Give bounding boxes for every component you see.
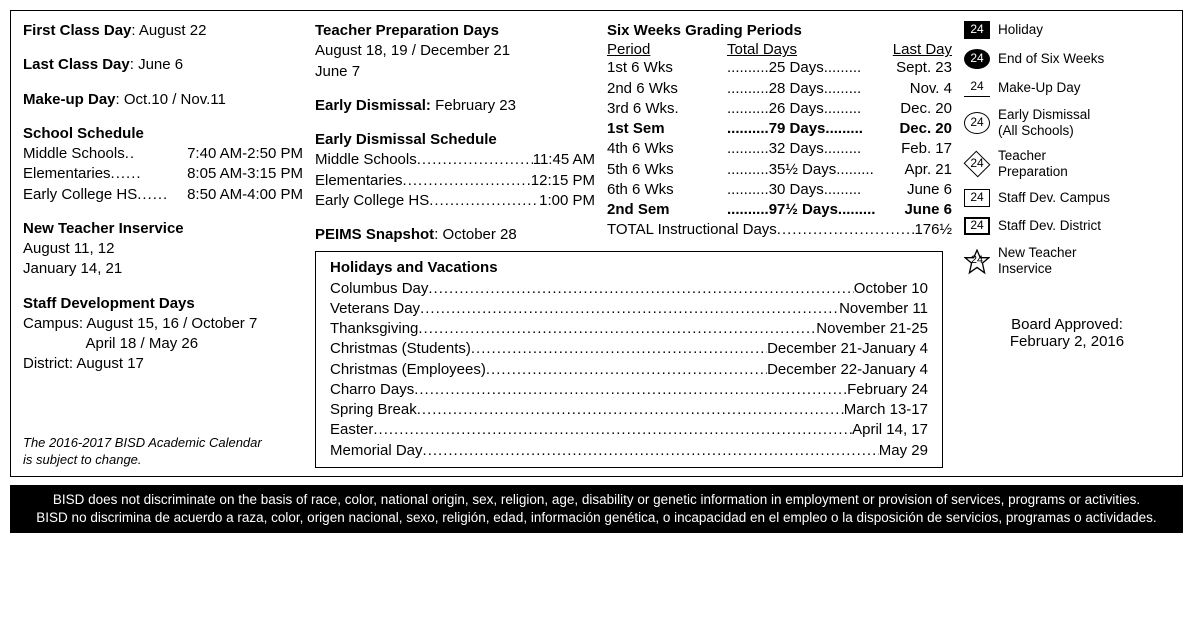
- staff-dev-title: Staff Development Days: [23, 294, 303, 314]
- holiday-row: Charro Days.............................…: [330, 380, 928, 400]
- prep-title: Teacher Preparation Days: [315, 21, 595, 41]
- legend-item: 24 Staff Dev. District: [964, 217, 1170, 235]
- new-teacher-line: August 11, 12: [23, 239, 303, 259]
- legend-item: 24 Early Dismissal(All Schools): [964, 107, 1170, 138]
- grading-title: Six Weeks Grading Periods: [607, 21, 952, 41]
- legend-label: Staff Dev. District: [998, 218, 1101, 234]
- grading-row: 2nd 6 Wks..........28 Days ......... Nov…: [607, 79, 952, 99]
- schedule-row-el: Elementaries......8:05 AM-3:15 PM: [23, 164, 303, 184]
- new-teacher-title: New Teacher Inservice: [23, 219, 303, 239]
- disclaimer-bar: BISD does not discriminate on the basis …: [10, 485, 1183, 533]
- last-class-label: Last Class Day: [23, 56, 130, 73]
- holiday-row: Thanksgiving............................…: [330, 319, 928, 339]
- legend-item: 24 New TeacherInservice: [964, 245, 1170, 276]
- calendar-note: is subject to change.: [23, 452, 303, 468]
- legend-item: 24 Staff Dev. Campus: [964, 189, 1170, 207]
- grading-header: Period Total Days Last Day: [607, 41, 952, 58]
- holiday-row: Christmas (Students)....................…: [330, 339, 928, 359]
- staff-dev-line: Campus: August 15, 16 / October 7: [23, 314, 303, 334]
- holidays-box: Holidays and Vacations Columbus Day.....…: [315, 251, 943, 468]
- legend-item: 24 Holiday: [964, 21, 1170, 39]
- legend-label: Early Dismissal(All Schools): [998, 107, 1090, 138]
- middle-columns: Teacher Preparation Days August 18, 19 /…: [315, 21, 952, 468]
- sq-bold-icon: 24: [964, 217, 990, 235]
- early-dismissal-label: Early Dismissal:: [315, 97, 431, 114]
- prep-line: June 7: [315, 62, 595, 82]
- makeup-value: : Oct.10 / Nov.11: [116, 91, 226, 108]
- legend-label: TeacherPreparation: [998, 148, 1068, 179]
- last-class-value: : June 6: [130, 56, 183, 73]
- holiday-row: Spring Break............................…: [330, 400, 928, 420]
- staff-dev-line: April 18 / May 26: [23, 334, 303, 354]
- early-row-el: Elementaries............................…: [315, 171, 595, 191]
- legend-label: Staff Dev. Campus: [998, 190, 1110, 206]
- early-row-ms: Middle Schools..........................…: [315, 150, 595, 170]
- holidays-title: Holidays and Vacations: [330, 258, 928, 278]
- schedule-row-hs: Early College HS......8:50 AM-4:00 PM: [23, 185, 303, 205]
- first-class-label: First Class Day: [23, 22, 131, 39]
- prep-schedule-column: Teacher Preparation Days August 18, 19 /…: [315, 21, 595, 245]
- black-sq-icon: 24: [964, 21, 990, 39]
- calendar-info-panel: First Class Day: August 22 Last Class Da…: [10, 10, 1183, 477]
- holiday-row: Columbus Day............................…: [330, 279, 928, 299]
- circ-outline-icon: 24: [964, 112, 990, 134]
- black-circ-icon: 24: [964, 49, 990, 69]
- grading-row: 1st Sem..........79 Days ......... Dec. …: [607, 119, 952, 139]
- early-schedule-title: Early Dismissal Schedule: [315, 130, 595, 150]
- legend-label: New TeacherInservice: [998, 245, 1077, 276]
- board-approved: Board Approved: February 2, 2016: [964, 316, 1170, 350]
- grading-row: 5th 6 Wks..........35½ Days ......... Ap…: [607, 160, 952, 180]
- legend-label: End of Six Weeks: [998, 51, 1104, 67]
- new-teacher-line: January 14, 21: [23, 259, 303, 279]
- peims-label: PEIMS Snapshot: [315, 226, 434, 243]
- key-dates-column: First Class Day: August 22 Last Class Da…: [23, 21, 303, 468]
- peims-value: : October 28: [434, 226, 517, 243]
- legend-item: 24 End of Six Weeks: [964, 49, 1170, 69]
- schedule-row-ms: Middle Schools..7:40 AM-2:50 PM: [23, 144, 303, 164]
- early-row-hs: Early College HS........................…: [315, 191, 595, 211]
- star-icon: 24: [964, 249, 990, 273]
- diamond-icon: 24: [964, 152, 990, 176]
- holiday-row: Christmas (Employees)...................…: [330, 360, 928, 380]
- legend-item: 24 Make-Up Day: [964, 79, 1170, 97]
- legend-label: Make-Up Day: [998, 80, 1081, 96]
- legend-label: Holiday: [998, 22, 1043, 38]
- legend-column: 24 Holiday 24 End of Six Weeks 24 Make-Up Day…: [964, 21, 1170, 468]
- calendar-note: The 2016-2017 BISD Academic Calendar: [23, 435, 303, 451]
- early-dismissal-value: February 23: [431, 97, 516, 114]
- holiday-row: Memorial Day............................…: [330, 441, 928, 461]
- underline-icon: 24: [964, 79, 990, 97]
- grading-row: 3rd 6 Wks...........26 Days ......... De…: [607, 99, 952, 119]
- makeup-label: Make-up Day: [23, 91, 116, 108]
- holiday-row: Veterans Day............................…: [330, 299, 928, 319]
- grading-periods-column: Six Weeks Grading Periods Period Total D…: [607, 21, 952, 245]
- first-class-value: : August 22: [131, 22, 206, 39]
- legend-item: 24 TeacherPreparation: [964, 148, 1170, 179]
- grading-row: 2nd Sem..........97½ Days ......... June…: [607, 200, 952, 220]
- sq-outline-icon: 24: [964, 189, 990, 207]
- grading-row: 4th 6 Wks..........32 Days ......... Feb…: [607, 139, 952, 159]
- school-schedule-title: School Schedule: [23, 124, 303, 144]
- holiday-row: Easter..................................…: [330, 420, 928, 440]
- grading-row: 6th 6 Wks..........30 Days ......... Jun…: [607, 180, 952, 200]
- prep-line: August 18, 19 / December 21: [315, 41, 595, 61]
- staff-dev-line: District: August 17: [23, 354, 303, 374]
- grading-row: 1st 6 Wks..........25 Days ......... Sep…: [607, 58, 952, 78]
- grading-total: TOTAL Instructional Days................…: [607, 220, 952, 240]
